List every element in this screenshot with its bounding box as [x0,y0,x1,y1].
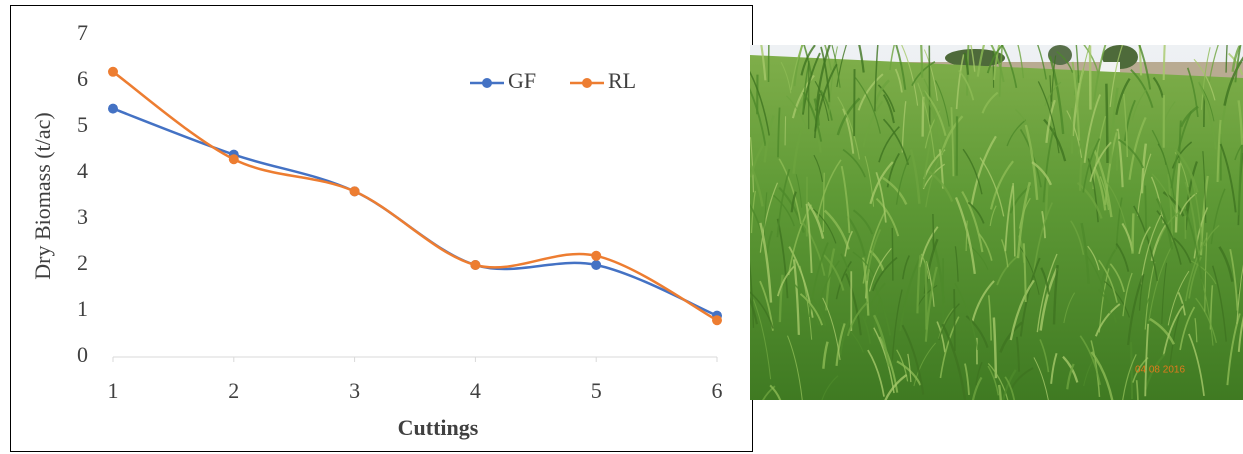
grass-blade [1145,186,1146,240]
field-photo: 04 08 2016 [737,0,1243,409]
data-point [350,186,360,196]
grass-blade [954,289,955,351]
data-point [470,260,480,270]
data-point [108,104,118,114]
grass-blade [933,214,934,250]
x-tick-label: 3 [349,378,360,403]
y-tick-label: 0 [77,342,88,367]
grass-blade [1133,213,1134,253]
data-point [591,251,601,261]
legend-label: GF [508,68,536,93]
legend-marker [582,78,592,88]
grass-blade [926,262,927,329]
chart-frame [11,6,753,452]
data-point [712,315,722,325]
x-tick-label: 2 [228,378,239,403]
y-tick-label: 4 [77,158,88,183]
data-point [591,260,601,270]
grass-blade [1131,342,1132,399]
y-tick-label: 5 [77,112,88,137]
y-tick-label: 1 [77,296,88,321]
photo-date-stamp: 04 08 2016 [1135,365,1185,376]
grass-blade [892,228,893,281]
legend-marker [482,78,492,88]
y-tick-label: 7 [77,20,88,45]
grass-blade [769,3,770,82]
y-axis-label: Dry Biomass (t/ac) [30,112,55,279]
data-point [108,67,118,77]
page: 04 08 2016 Dry Biomass (t/ac) Cuttings 0… [0,0,1243,454]
legend-label: RL [608,68,636,93]
x-tick-label: 1 [108,378,119,403]
y-tick-label: 3 [77,204,88,229]
x-tick-label: 5 [591,378,602,403]
data-point [229,154,239,164]
x-axis-label: Cuttings [398,415,479,440]
y-tick-label: 6 [77,66,88,91]
y-tick-label: 2 [77,250,88,275]
x-tick-label: 6 [712,378,723,403]
x-tick-label: 4 [470,378,481,403]
grass-blade [923,97,924,137]
grass-blade [1106,84,1107,163]
grass-blade [1164,38,1165,80]
